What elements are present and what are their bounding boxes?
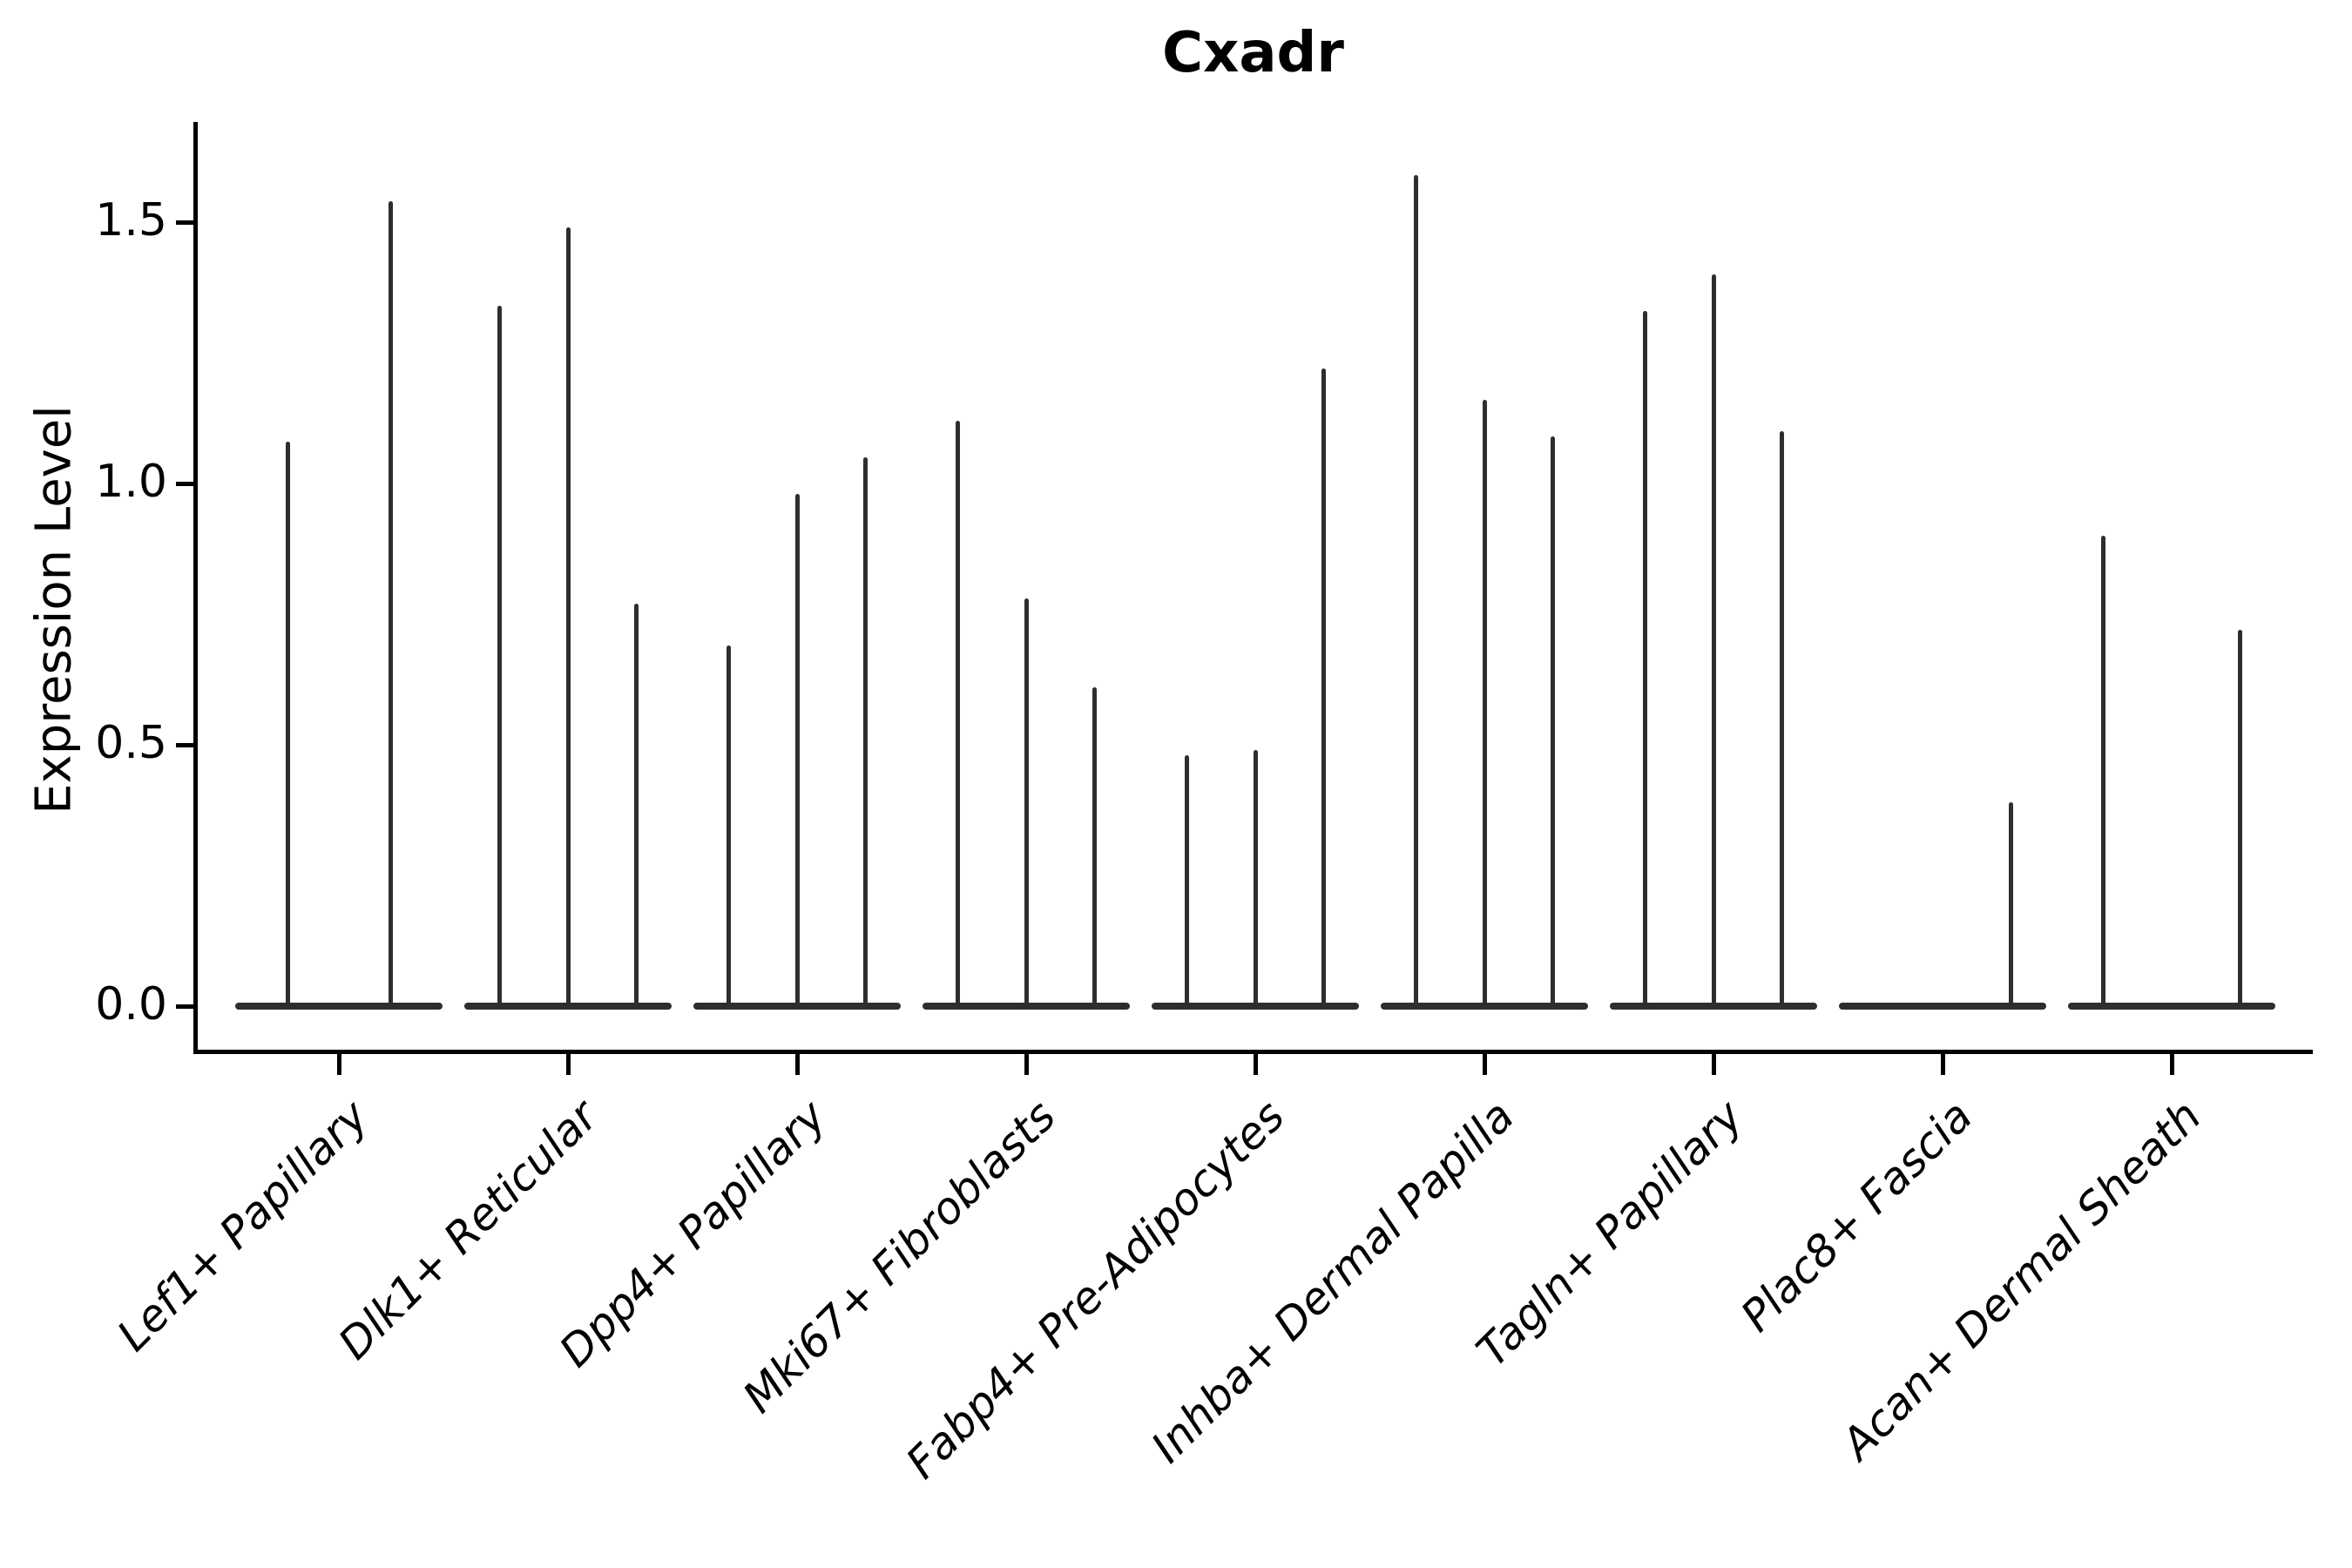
x-tick — [1024, 1054, 1029, 1075]
x-axis-spine — [193, 1050, 2313, 1054]
y-tick — [176, 743, 193, 747]
violin-base — [693, 1003, 901, 1010]
violin-base — [2068, 1003, 2275, 1010]
x-tick — [1941, 1054, 1945, 1075]
violin-spike — [1780, 431, 1785, 1006]
y-axis-label: Expression Level — [25, 405, 83, 814]
violin-spike — [565, 227, 571, 1006]
y-tick — [176, 1004, 193, 1009]
y-axis-spine — [193, 122, 198, 1054]
x-tick — [1483, 1054, 1487, 1075]
violin-base — [464, 1003, 672, 1010]
y-tick-label: 0.0 — [95, 978, 167, 1031]
plot-title: Cxadr — [1162, 21, 1344, 85]
x-tick — [795, 1054, 800, 1075]
violin-spike — [1253, 750, 1258, 1006]
x-tick — [566, 1054, 571, 1075]
violin-spike — [1321, 368, 1327, 1006]
violin-spike — [794, 494, 800, 1006]
violin-spike — [634, 604, 639, 1006]
violin-spike — [2009, 802, 2014, 1006]
x-tick-label: Fabp4+ Pre-Adipocytes — [896, 1091, 1295, 1489]
violin-base — [1152, 1003, 1359, 1010]
y-tick — [176, 482, 193, 486]
x-tick-label: Lef1+ Papillary — [107, 1091, 379, 1362]
violin-base — [1610, 1003, 1817, 1010]
violin-spike — [726, 645, 731, 1006]
x-tick-label: Plac8+ Fascia — [1731, 1091, 1983, 1342]
violin-spike — [1642, 311, 1647, 1006]
x-tick — [2170, 1054, 2174, 1075]
violin-base — [235, 1003, 443, 1010]
violin-base — [1381, 1003, 1588, 1010]
violin-spike — [497, 306, 502, 1006]
violin-spike — [1482, 400, 1487, 1006]
x-tick — [1712, 1054, 1716, 1075]
violin-spike — [2238, 630, 2243, 1006]
violin-base — [1839, 1003, 2046, 1010]
x-tick-label: Inhba+ Dermal Papilla — [1141, 1091, 1524, 1473]
y-tick-label: 1.5 — [95, 194, 167, 247]
violin-spike — [1413, 175, 1418, 1006]
violin-spike — [388, 201, 393, 1006]
violin-spike — [1184, 755, 1189, 1006]
violin-base — [923, 1003, 1130, 1010]
violin-spike — [2100, 536, 2105, 1006]
violin-spike — [285, 442, 290, 1006]
violin-spike — [1551, 436, 1556, 1006]
violin-spike — [863, 457, 868, 1006]
y-tick-label: 1.0 — [95, 456, 167, 508]
violin-spike — [955, 421, 960, 1006]
x-tick — [337, 1054, 341, 1075]
violin-spike — [1092, 687, 1098, 1006]
violin-spike — [1024, 598, 1029, 1006]
y-tick — [176, 220, 193, 225]
y-tick-label: 0.5 — [95, 717, 167, 769]
x-tick — [1254, 1054, 1258, 1075]
violin-spike — [1711, 274, 1716, 1006]
